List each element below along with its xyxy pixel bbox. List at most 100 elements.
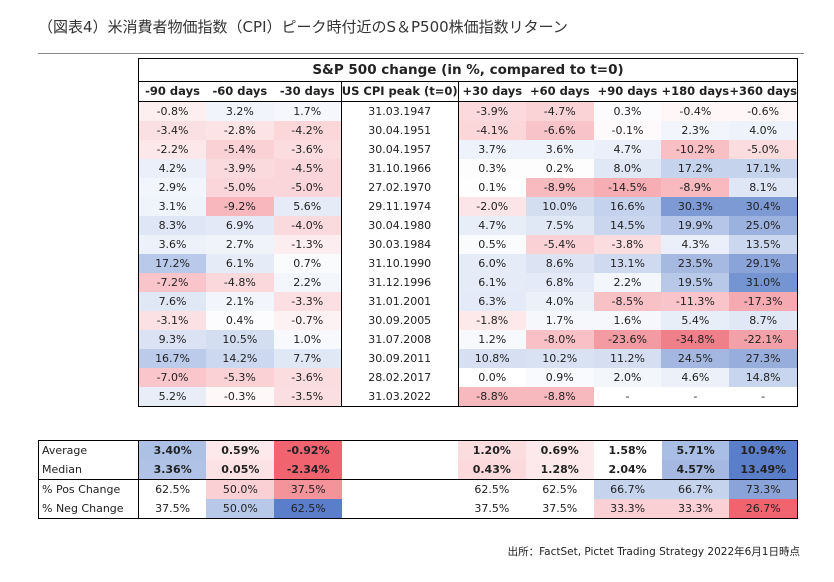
- table-row: -7.2% -4.8% 2.2% 31.12.1996 6.1% 6.8% 2.2% 19.5…: [138, 273, 799, 292]
- change-cell: -4.7%: [525, 101, 594, 121]
- summary-cell: 62.5%: [525, 479, 594, 499]
- change-cell: 6.9%: [206, 216, 274, 235]
- change-cell: 1.0%: [273, 330, 342, 349]
- change-cell: -: [661, 387, 730, 407]
- summary-cell: [342, 499, 458, 519]
- summary-cell: 62.5%: [274, 499, 343, 519]
- change-cell: 30.3%: [661, 197, 730, 216]
- change-cell: 2.1%: [206, 292, 274, 311]
- change-cell: 11.2%: [593, 349, 662, 368]
- change-cell: 4.0%: [729, 121, 799, 140]
- table-row: 4.2% -3.9% -4.5% 31.10.1966 0.3% 0.2% 8.0% 17.2…: [138, 159, 799, 178]
- change-cell: 0.3%: [458, 159, 526, 178]
- table-row: 5.2% -0.3% -3.5% 31.03.2022 -8.8% -8.8% - - -: [138, 387, 799, 407]
- change-cell: -4.8%: [206, 273, 274, 292]
- change-cell: 8.3%: [138, 216, 207, 235]
- table-row: 3.1% -9.2% 5.6% 29.11.1974 -2.0% 10.0% 16.6% 30…: [138, 197, 799, 216]
- change-cell: 1.2%: [458, 330, 526, 349]
- change-cell: 14.5%: [593, 216, 662, 235]
- change-cell: 8.0%: [593, 159, 662, 178]
- change-cell: -0.7%: [273, 311, 342, 330]
- change-cell: -5.3%: [206, 368, 274, 387]
- cpi-peak-date-cell: 29.11.1974: [340, 197, 459, 216]
- change-cell: -0.3%: [206, 387, 274, 407]
- change-cell: 0.1%: [458, 178, 526, 197]
- change-cell: 0.5%: [458, 235, 526, 254]
- table-row: -3.4% -2.8% -4.2% 30.04.1951 -4.1% -6.6% -0.1%…: [138, 121, 799, 140]
- change-cell: 8.6%: [525, 254, 594, 273]
- change-cell: 10.8%: [458, 349, 526, 368]
- title-divider: [38, 53, 804, 54]
- change-cell: -9.2%: [206, 197, 274, 216]
- summary-cell: 0.05%: [206, 460, 275, 480]
- change-cell: 0.3%: [593, 101, 662, 121]
- summary-cell: 62.5%: [138, 479, 207, 499]
- change-cell: 2.0%: [593, 368, 662, 387]
- change-cell: 4.7%: [593, 140, 662, 159]
- change-cell: 31.0%: [729, 273, 799, 292]
- table-row: 8.3% 6.9% -4.0% 30.04.1980 4.7% 7.5% 14.5% 19.9…: [138, 216, 799, 235]
- change-cell: -3.3%: [273, 292, 342, 311]
- table-row: 9.3% 10.5% 1.0% 31.07.2008 1.2% -8.0% -23.6% -3…: [138, 330, 799, 349]
- change-cell: -22.1%: [729, 330, 799, 349]
- cpi-peak-date-cell: 31.10.1966: [340, 159, 459, 178]
- change-cell: 3.1%: [138, 197, 207, 216]
- summary-cell: 1.20%: [457, 440, 526, 460]
- summary-cell: 73.3%: [729, 479, 798, 499]
- change-cell: 1.7%: [525, 311, 594, 330]
- summary-cell: 1.58%: [593, 440, 662, 460]
- change-cell: 17.1%: [729, 159, 799, 178]
- change-cell: 10.2%: [525, 349, 594, 368]
- cpi-peak-date-cell: 31.03.2022: [340, 387, 459, 407]
- change-cell: -5.0%: [729, 140, 799, 159]
- summary-row: Average 3.40% 0.59% -0.92% 1.20% 0.69% 1.58% 5.…: [38, 440, 798, 461]
- change-cell: 3.7%: [458, 140, 526, 159]
- change-cell: -3.6%: [273, 140, 342, 159]
- change-cell: 4.0%: [525, 292, 594, 311]
- change-cell: 1.6%: [593, 311, 662, 330]
- change-cell: 7.6%: [138, 292, 207, 311]
- change-cell: -3.6%: [273, 368, 342, 387]
- summary-cell: 3.36%: [138, 460, 207, 480]
- column-header: +30 days: [458, 81, 526, 102]
- summary-cell: 0.43%: [457, 460, 526, 480]
- change-cell: 0.4%: [206, 311, 274, 330]
- cpi-peak-date-cell: 31.07.2008: [340, 330, 459, 349]
- change-cell: -2.0%: [458, 197, 526, 216]
- summary-cell: 50.0%: [206, 499, 275, 519]
- cpi-peak-date-cell: 30.09.2005: [340, 311, 459, 330]
- summary-cell: 0.59%: [206, 440, 275, 460]
- change-cell: 25.0%: [729, 216, 799, 235]
- change-cell: -2.8%: [206, 121, 274, 140]
- change-cell: -3.1%: [138, 311, 207, 330]
- change-cell: -4.2%: [273, 121, 342, 140]
- change-cell: 4.7%: [458, 216, 526, 235]
- table-row: 3.6% 2.7% -1.3% 30.03.1984 0.5% -5.4% -3.8% 4.3…: [138, 235, 799, 254]
- change-cell: 6.0%: [458, 254, 526, 273]
- summary-row: % Neg Change 37.5% 50.0% 62.5% 37.5% 37.5% 33.…: [38, 499, 798, 519]
- change-cell: 8.7%: [729, 311, 799, 330]
- change-cell: -6.6%: [525, 121, 594, 140]
- summary-label: Average: [38, 440, 139, 460]
- change-cell: 6.8%: [525, 273, 594, 292]
- change-cell: 9.3%: [138, 330, 207, 349]
- change-cell: 6.1%: [458, 273, 526, 292]
- change-cell: -0.8%: [138, 101, 207, 121]
- change-cell: -0.4%: [661, 101, 730, 121]
- column-header: -30 days: [273, 81, 342, 102]
- change-cell: 10.5%: [206, 330, 274, 349]
- summary-row: % Pos Change 62.5% 50.0% 37.5% 62.5% 62.5% 66.…: [38, 479, 798, 499]
- cpi-peak-date-cell: 30.04.1951: [340, 121, 459, 140]
- summary-label: Median: [38, 460, 139, 480]
- summary-cell: [342, 441, 458, 461]
- change-cell: 0.2%: [525, 159, 594, 178]
- cpi-peak-date-cell: 30.04.1957: [340, 140, 459, 159]
- change-cell: -1.8%: [458, 311, 526, 330]
- table-super-header: S&P 500 change (in %, compared to t=0): [138, 58, 798, 82]
- change-cell: 7.7%: [273, 349, 342, 368]
- summary-cell: 0.69%: [525, 440, 594, 460]
- change-cell: 2.7%: [206, 235, 274, 254]
- change-cell: 19.5%: [661, 273, 730, 292]
- summary-cell: 37.5%: [525, 499, 594, 519]
- change-cell: 29.1%: [729, 254, 799, 273]
